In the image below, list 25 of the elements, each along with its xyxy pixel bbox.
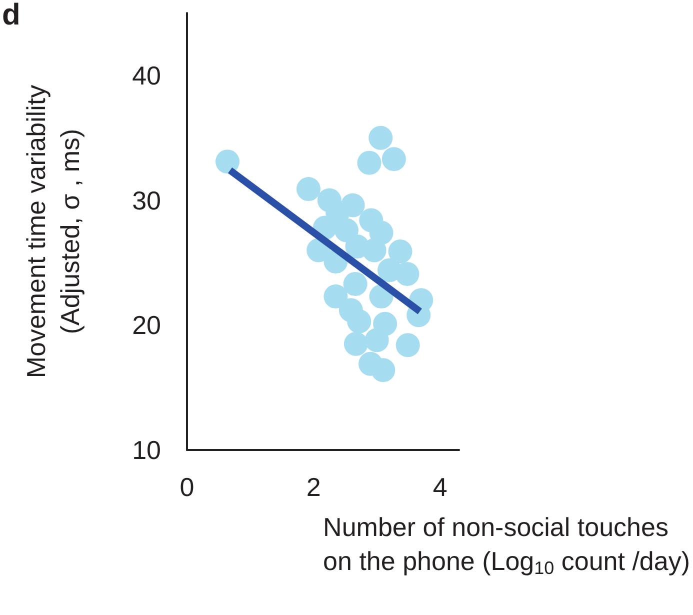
point bbox=[388, 239, 412, 264]
y-tick-label: 10 bbox=[132, 435, 161, 465]
point bbox=[357, 150, 382, 175]
y-tick-label: 30 bbox=[132, 185, 161, 216]
point bbox=[324, 284, 348, 308]
point bbox=[216, 150, 240, 174]
x-tick-label: 2 bbox=[306, 472, 321, 502]
point bbox=[347, 309, 372, 334]
y-tick-label: 40 bbox=[132, 60, 161, 90]
point bbox=[371, 358, 396, 382]
point bbox=[364, 328, 389, 352]
y-tick-label: 20 bbox=[132, 310, 161, 340]
point bbox=[396, 333, 420, 358]
text: d bbox=[2, 0, 20, 32]
point bbox=[368, 126, 393, 150]
point bbox=[343, 272, 368, 296]
point bbox=[362, 238, 386, 262]
point bbox=[378, 258, 402, 282]
x-tick-label: 0 bbox=[180, 472, 194, 502]
y-axis-title: Movement time variability (Adjusted, σ , ms) bbox=[21, 84, 85, 378]
point bbox=[344, 332, 368, 356]
point bbox=[296, 177, 320, 202]
point bbox=[334, 218, 358, 242]
x-tick-label: 4 bbox=[432, 472, 448, 502]
point bbox=[382, 147, 406, 172]
